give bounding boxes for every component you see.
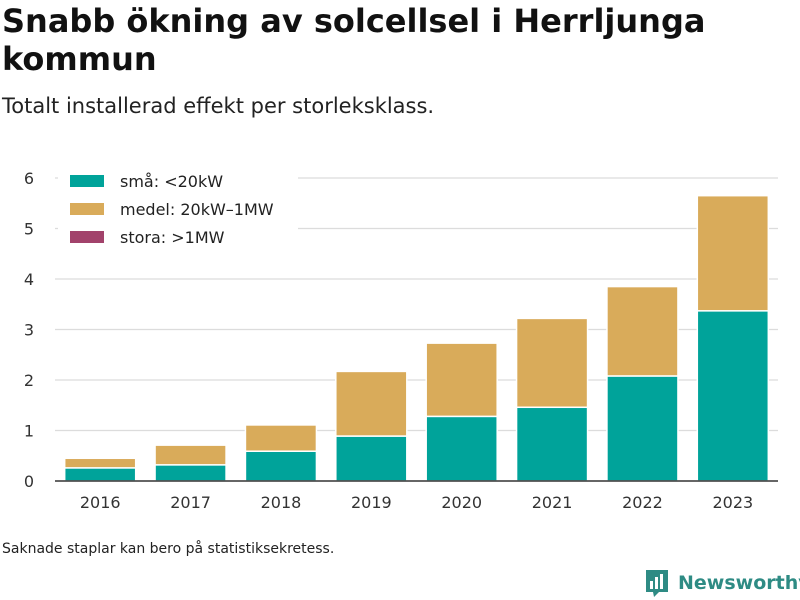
bar-segment	[606, 285, 679, 377]
bar-segment	[63, 467, 137, 482]
legend-swatch	[70, 231, 104, 243]
chart-subtitle: Totalt installerad effekt per storlekskl…	[2, 94, 435, 118]
bar-segment	[335, 370, 408, 437]
bar-segment	[696, 310, 770, 482]
x-tick-label: 2016	[80, 493, 121, 512]
bar-segment	[515, 317, 589, 409]
x-tick-label: 2020	[441, 493, 482, 512]
bar-segment	[515, 406, 589, 482]
legend-swatch	[70, 175, 104, 187]
x-tick-label: 2021	[532, 493, 573, 512]
legend-label: medel: 20kW–1MW	[120, 200, 274, 219]
bars	[63, 194, 770, 482]
legend: små: <20kW medel: 20kW–1MW stora: >1MW	[58, 160, 298, 256]
x-tick-label: 2023	[712, 493, 753, 512]
x-tick-label: 2019	[351, 493, 392, 512]
x-tick-label: 2017	[170, 493, 211, 512]
y-tick-label: 4	[24, 270, 34, 289]
bar-segment	[244, 424, 318, 452]
bar-segment	[606, 375, 679, 482]
bar-segment	[244, 450, 318, 482]
bar-segment	[154, 464, 227, 482]
y-tick-label: 2	[24, 371, 34, 390]
y-tick-label: 0	[24, 472, 34, 491]
newsworthy-logo-icon	[646, 570, 668, 597]
x-tick-label: 2022	[622, 493, 663, 512]
bar-segment	[154, 444, 227, 466]
bar-segment	[696, 194, 770, 312]
bar-segment	[425, 342, 498, 418]
y-axis: 0 1 2 3 4 5 6	[24, 169, 34, 491]
footnote: Saknade staplar kan bero på statistiksek…	[2, 541, 335, 557]
legend-label: stora: >1MW	[120, 228, 225, 247]
y-tick-label: 1	[24, 422, 34, 441]
legend-label: små: <20kW	[120, 172, 223, 191]
y-tick-label: 5	[24, 220, 34, 239]
x-tick-label: 2018	[261, 493, 302, 512]
y-tick-label: 6	[24, 169, 34, 188]
x-axis: 2016 2017 2018 2019 2020 2021 2022 2023	[55, 480, 778, 512]
brand-name: Newsworthy	[678, 572, 800, 594]
bar-segment	[63, 457, 137, 469]
chart-title: Snabb ökning av solcellsel i Herrljunga …	[2, 2, 706, 78]
legend-swatch	[70, 203, 104, 215]
brand-logo[interactable]: Newsworthy	[644, 566, 800, 600]
bar-segment	[425, 415, 498, 482]
bar-segment	[335, 435, 408, 482]
y-tick-label: 3	[24, 321, 34, 340]
